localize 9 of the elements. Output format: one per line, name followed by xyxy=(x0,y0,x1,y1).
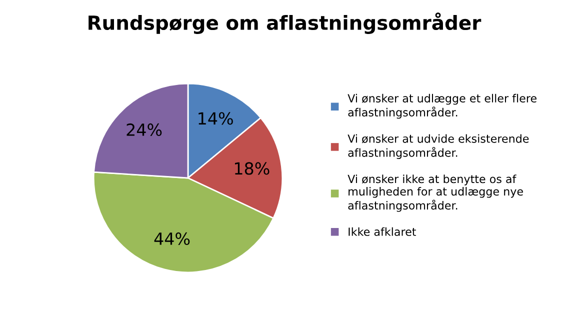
data-label: 14% xyxy=(198,112,233,125)
legend-label: Vi ønsker at udlægge et eller flere aflastningsområder. xyxy=(348,94,536,119)
legend-label: Vi ønsker ikke at benytte os af muligheden for at udlægge nye aflastningsområder. xyxy=(348,174,523,212)
chart-title: Rundspørge om aflastningsområder xyxy=(88,12,482,34)
data-label: 44% xyxy=(154,232,190,246)
data-label: 24% xyxy=(126,123,162,136)
legend-label: Vi ønsker at udvide eksisterende aflastningsområder. xyxy=(348,134,529,160)
legend-label: Ikke afklaret xyxy=(348,227,416,236)
data-label: 18% xyxy=(234,162,270,175)
